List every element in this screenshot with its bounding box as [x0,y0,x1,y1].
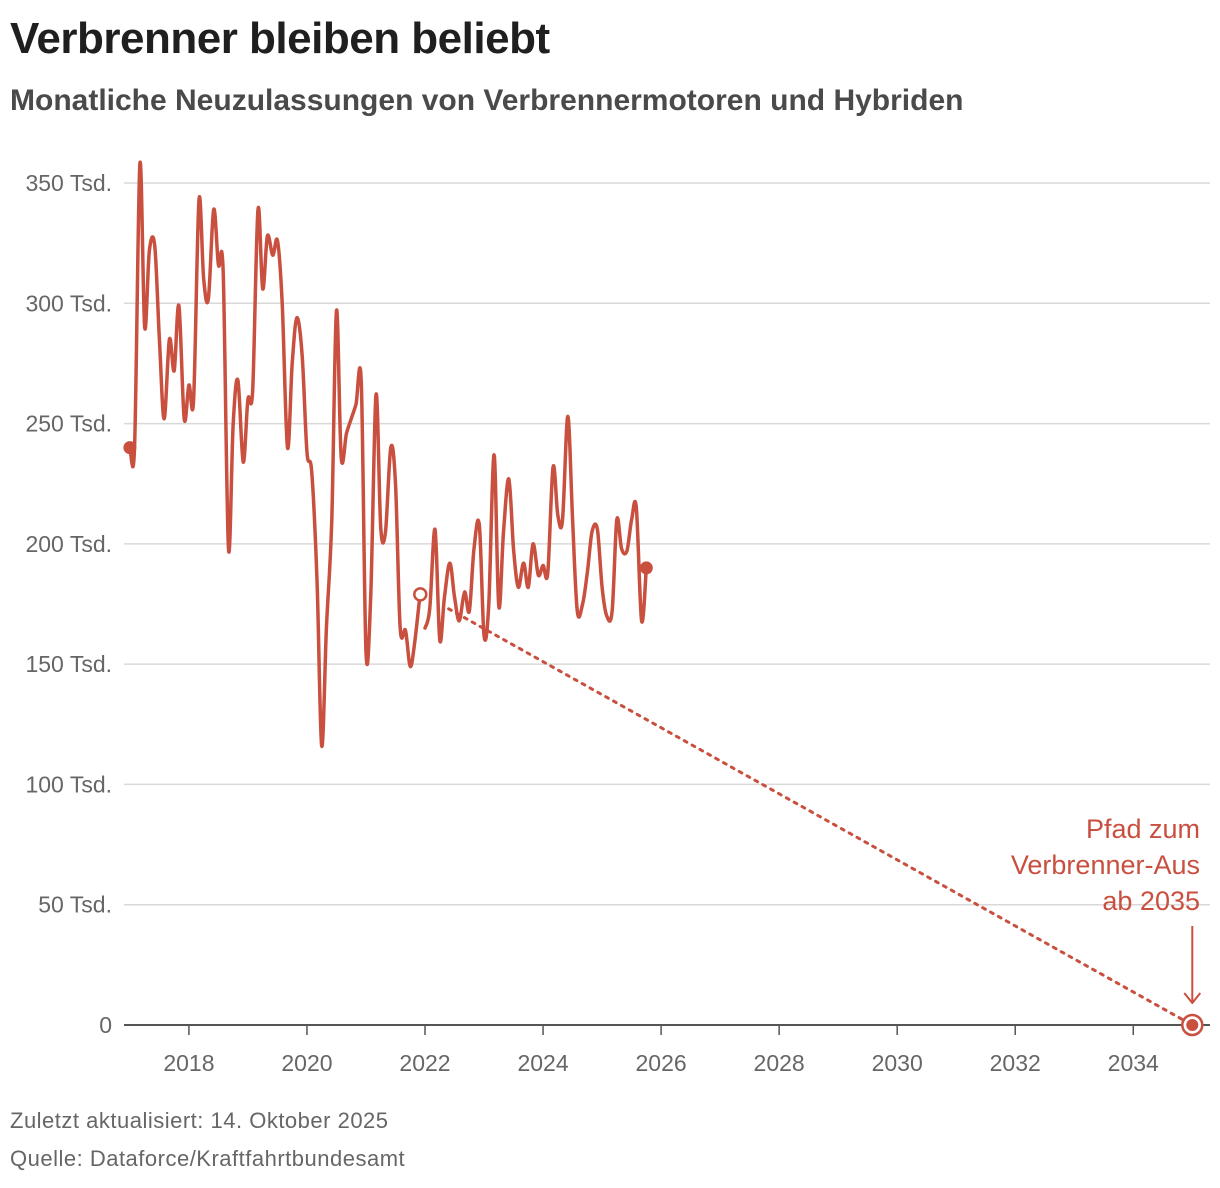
marker-layer [123,441,1204,1037]
x-tick-label: 2020 [281,1050,332,1076]
grid-layer [124,182,1210,906]
series-line-1 [423,414,649,644]
footer-source: Quelle: Dataforce/Kraftfahrtbundesamt [10,1146,406,1171]
marker-path-start [413,587,428,602]
x-tick-label: 2024 [517,1050,568,1076]
y-tick-label: 150 Tsd. [25,651,112,677]
y-tick-label: 0 [99,1012,112,1038]
series-line-path-to-2035 [447,607,1194,1027]
x-tick-label: 2022 [399,1050,450,1076]
y-tick-label: 350 Tsd. [25,170,112,196]
y-tick-label: 200 Tsd. [25,531,112,557]
annotation-layer: Pfad zum Verbrenner-Aus ab 2035 [1011,814,1202,1004]
chart-title: Verbrenner bleiben beliebt [10,14,550,63]
axis-layer: 0 50 Tsd. 100 Tsd. 150 Tsd. 200 Tsd. 250 Tsd.… [25,170,1210,1076]
annotation-text-line: Pfad zum [1086,814,1200,844]
x-tick-label: 2018 [163,1050,214,1076]
y-tick-label: 50 Tsd. [38,892,112,918]
chart-subtitle: Monatliche Neuzulassungen von Verbrenner… [10,84,964,117]
x-tick-label: 2030 [872,1050,923,1076]
x-tick-label: 2032 [990,1050,1041,1076]
footer-updated: Zuletzt aktualisiert: 14. Oktober 2025 [10,1108,389,1133]
marker-end [639,561,653,575]
x-tick-label: 2026 [636,1050,687,1076]
line-chart: 0 50 Tsd. 100 Tsd. 150 Tsd. 200 Tsd. 250 Tsd.… [25,160,1210,1076]
annotation-text-line: ab 2035 [1102,886,1200,916]
marker-target-2035-dot [1186,1019,1199,1031]
y-tick-label: 100 Tsd. [25,771,112,797]
y-tick-label: 300 Tsd. [25,290,112,316]
annotation-arrow-head [1183,992,1202,1004]
y-tick-label: 250 Tsd. [25,411,112,437]
x-tick-label: 2034 [1108,1050,1159,1076]
annotation-text-line: Verbrenner-Aus [1011,850,1200,880]
series-line-0 [128,160,423,748]
x-tick-label: 2028 [754,1050,805,1076]
series-layer [128,160,1194,1027]
marker-start [123,441,137,455]
